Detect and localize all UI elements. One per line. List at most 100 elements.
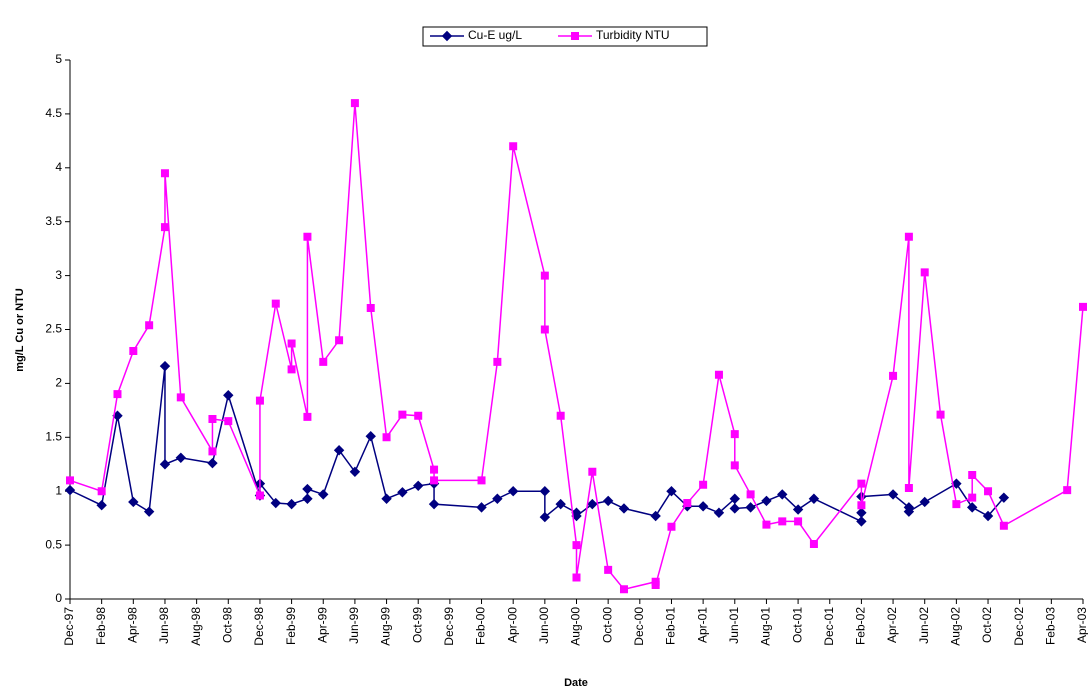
marker	[540, 271, 549, 280]
y-tick-label: 5	[55, 52, 62, 66]
marker	[381, 493, 392, 504]
marker	[430, 465, 439, 474]
marker	[223, 390, 234, 401]
marker	[904, 483, 913, 492]
x-tick-label: Feb-02	[854, 607, 868, 645]
marker	[208, 447, 217, 456]
marker	[398, 410, 407, 419]
x-tick-label: Jun-01	[727, 607, 741, 644]
marker	[746, 490, 755, 499]
marker	[618, 503, 630, 514]
marker	[968, 471, 977, 480]
x-tick-label: Oct-98	[220, 607, 234, 643]
x-tick-label: Apr-02	[885, 607, 899, 643]
marker	[66, 476, 74, 485]
marker	[857, 479, 866, 488]
x-tick-label: Jun-00	[537, 607, 551, 644]
x-tick-label: Feb-98	[94, 607, 108, 645]
marker	[745, 502, 756, 513]
x-tick-label: Apr-98	[125, 607, 139, 643]
y-tick-label: 4	[55, 160, 62, 174]
marker	[650, 510, 661, 522]
x-tick-label: Apr-03	[1075, 607, 1088, 643]
marker	[666, 485, 677, 497]
marker	[651, 580, 660, 589]
marker	[159, 459, 171, 470]
marker	[951, 478, 962, 489]
marker	[539, 485, 551, 497]
marker	[966, 502, 978, 513]
marker	[588, 467, 597, 476]
marker	[302, 483, 313, 495]
marker	[287, 339, 296, 348]
x-tick-label: Dec-01	[822, 607, 836, 646]
legend-label: Turbidity NTU	[596, 28, 670, 42]
y-tick-label: 3.5	[45, 214, 62, 228]
y-tick-label: 0	[55, 591, 62, 605]
marker	[1063, 486, 1072, 495]
marker	[350, 99, 359, 108]
marker	[697, 501, 709, 512]
x-tick-label: Aug-98	[189, 607, 203, 646]
marker	[683, 499, 692, 508]
marker	[64, 484, 76, 496]
marker	[539, 511, 551, 523]
marker	[365, 431, 376, 442]
marker	[856, 516, 867, 527]
marker	[904, 232, 913, 241]
marker	[794, 517, 803, 526]
marker	[302, 493, 313, 504]
x-tick-label: Dec-00	[632, 607, 646, 646]
marker	[792, 504, 804, 515]
marker	[572, 573, 581, 582]
marker	[714, 370, 723, 379]
marker	[730, 430, 739, 439]
marker	[208, 414, 217, 423]
x-tick-label: Dec-97	[62, 607, 76, 646]
marker	[572, 541, 581, 550]
marker	[730, 461, 739, 470]
marker	[809, 540, 818, 549]
marker	[936, 410, 945, 419]
marker	[303, 412, 312, 421]
marker	[318, 489, 329, 500]
x-tick-label: Dec-02	[1012, 607, 1026, 646]
marker	[729, 503, 740, 514]
marker	[857, 501, 866, 510]
marker	[476, 502, 487, 513]
marker	[919, 496, 930, 508]
marker	[286, 498, 297, 510]
marker	[382, 433, 391, 442]
y-tick-label: 0.5	[45, 537, 62, 551]
marker	[113, 390, 122, 399]
x-tick-label: Feb-99	[284, 607, 298, 645]
marker	[619, 585, 628, 594]
marker	[856, 507, 867, 518]
marker	[1079, 302, 1087, 311]
x-tick-label: Oct-99	[410, 607, 424, 643]
marker	[492, 493, 503, 504]
marker	[129, 347, 138, 356]
y-axis-label: mg/L Cu or NTU	[14, 288, 26, 372]
marker	[255, 396, 264, 405]
marker	[160, 223, 169, 232]
legend-marker	[441, 30, 453, 42]
x-tick-label: Feb-00	[474, 607, 488, 645]
x-tick-label: Apr-00	[505, 607, 519, 643]
x-tick-label: Oct-01	[790, 607, 804, 643]
marker	[713, 507, 725, 518]
x-tick-label: Feb-03	[1044, 607, 1058, 645]
marker	[555, 498, 566, 510]
marker	[998, 492, 1010, 503]
x-tick-label: Aug-99	[379, 607, 393, 646]
marker	[333, 445, 345, 456]
x-tick-label: Jun-99	[347, 607, 361, 644]
marker	[414, 411, 423, 420]
marker	[160, 169, 169, 178]
marker	[777, 489, 788, 500]
x-tick-label: Oct-00	[600, 607, 614, 643]
marker	[128, 496, 139, 508]
x-tick-label: Jun-02	[917, 607, 931, 644]
marker	[507, 485, 519, 497]
marker	[982, 510, 994, 522]
